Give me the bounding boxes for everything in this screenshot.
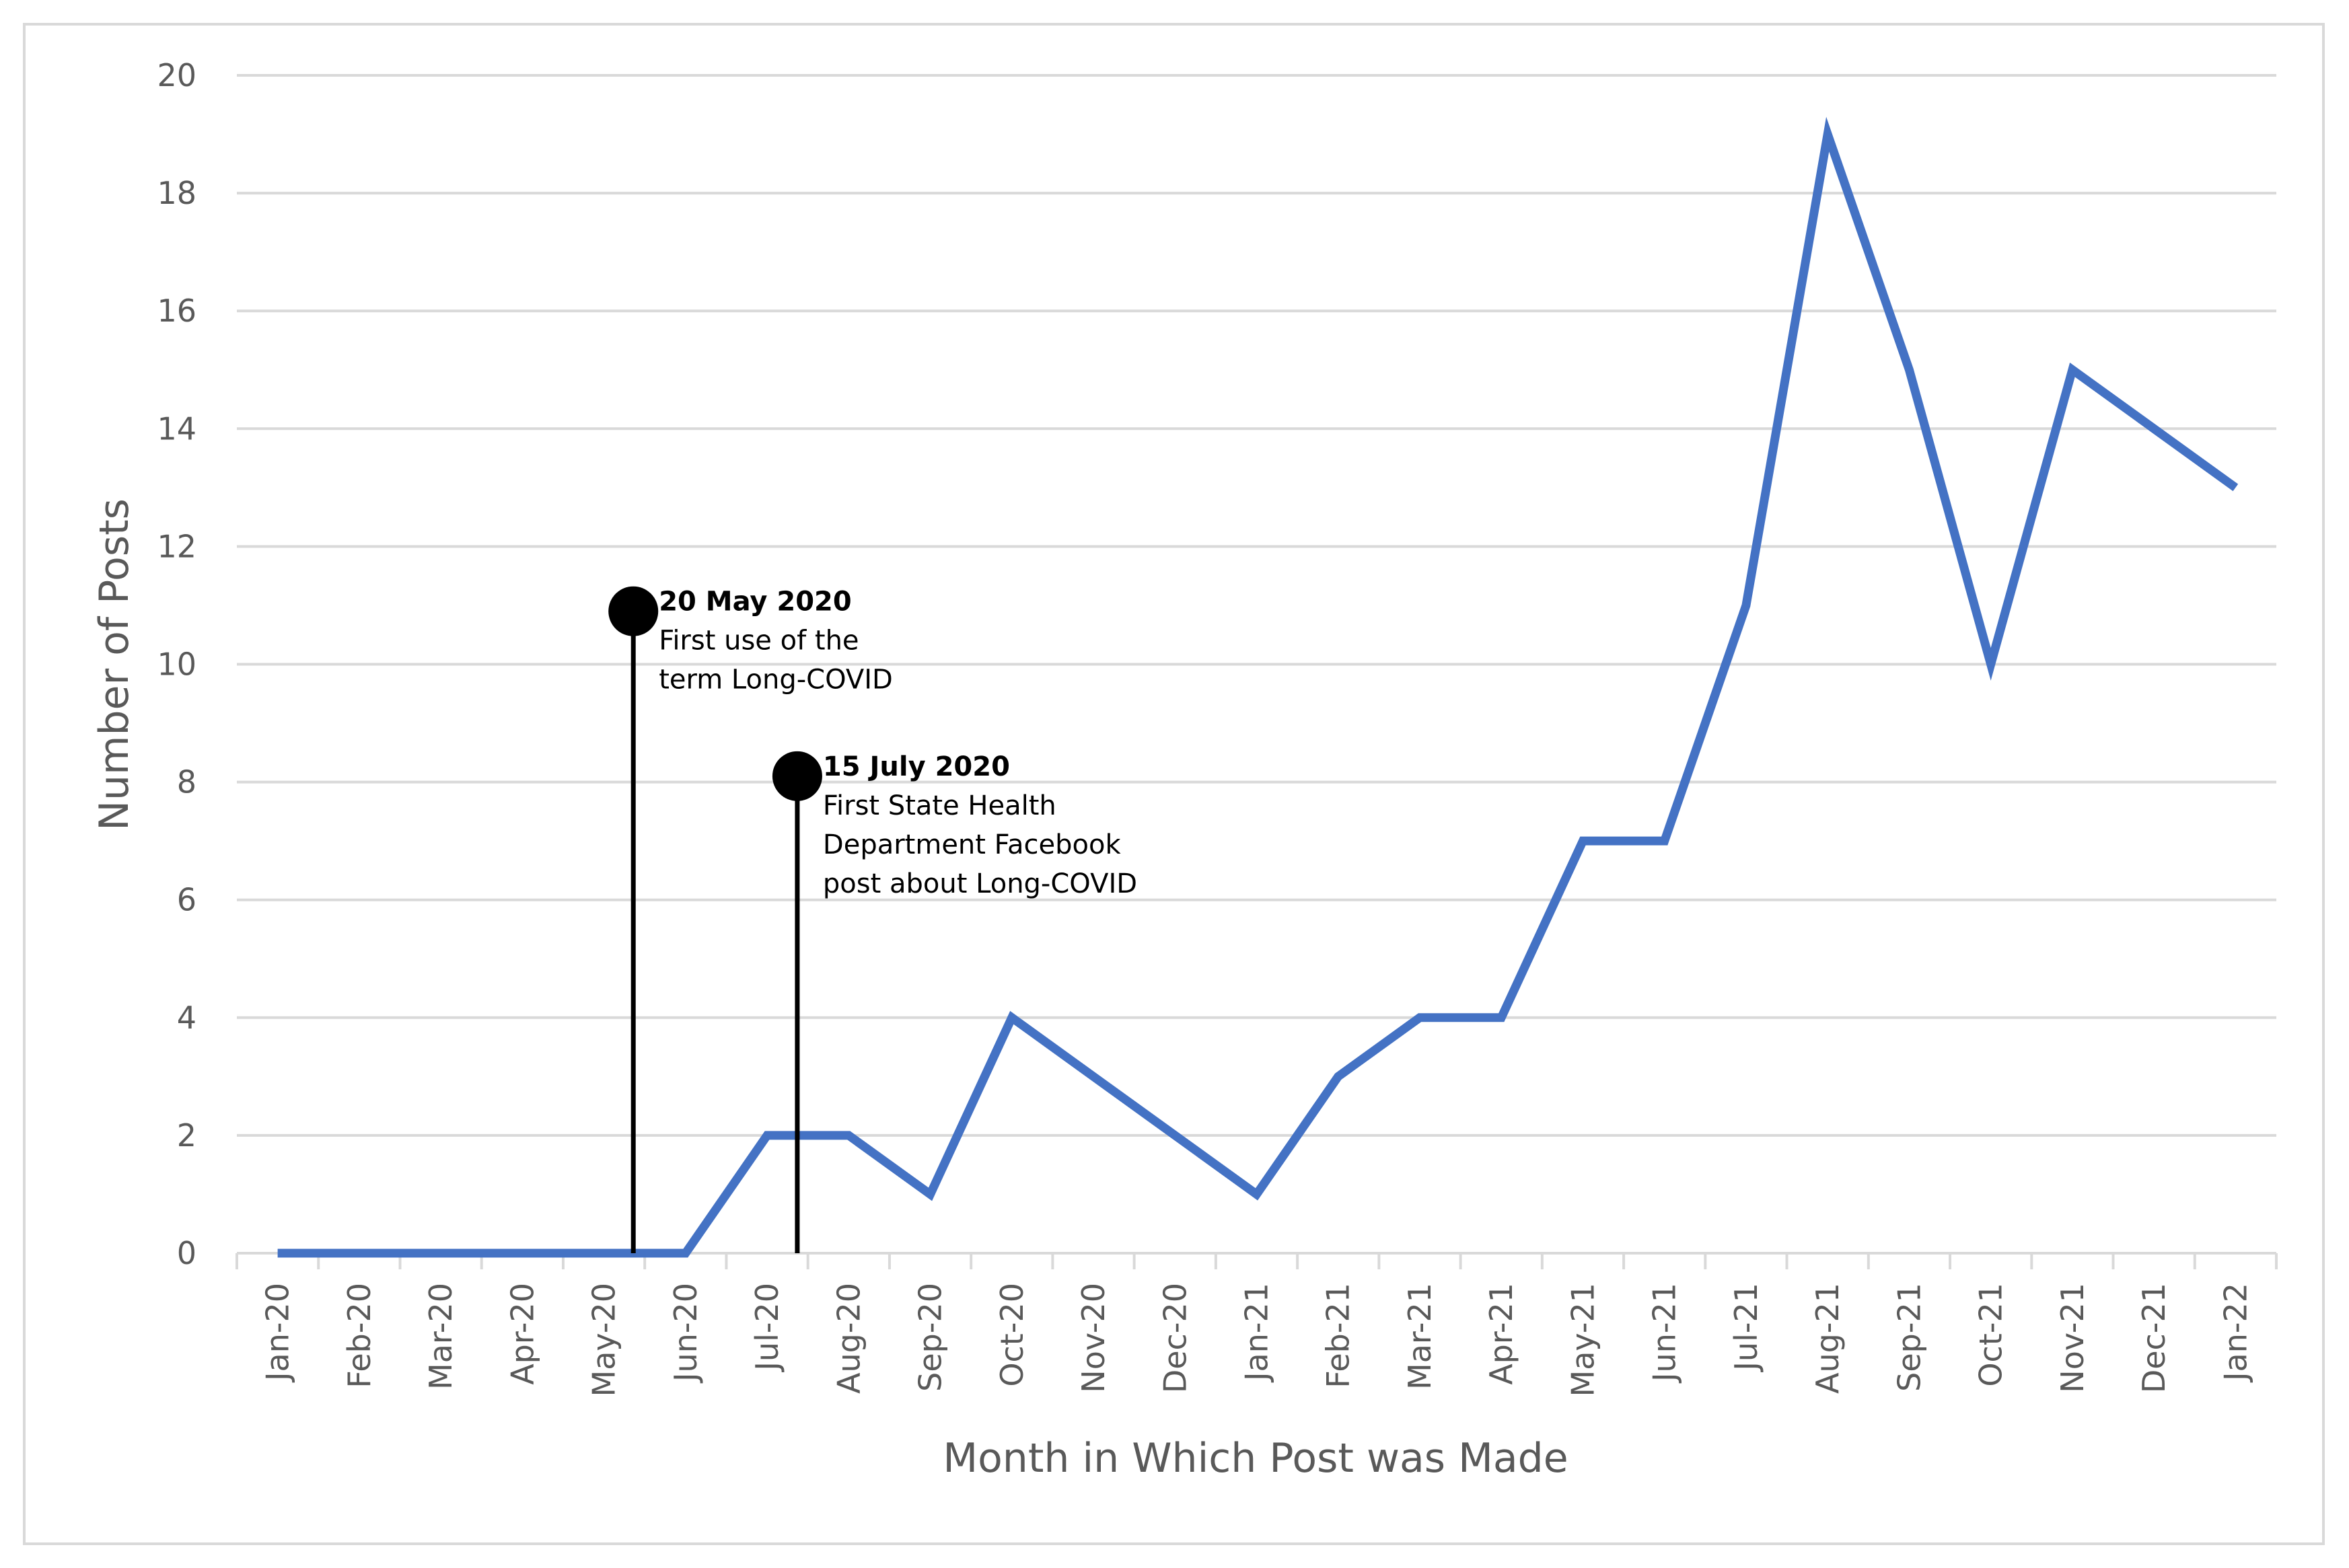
x-tick-label: Jan-22 [2217,1283,2253,1383]
y-tick-label: 0 [177,1235,196,1271]
data-point [1338,1076,1339,1077]
chart-frame [23,23,2325,1545]
x-tick-label: Jan-20 [260,1283,296,1383]
x-tick-label: Aug-21 [1809,1283,1846,1394]
x-tick-label: Jun-20 [667,1283,704,1384]
x-axis-tick-labels: Jan-20 Feb-20 Mar-20 Apr-20 May-20 Jun-20 Jul-… [260,1283,2254,1396]
y-tick-label: 12 [157,528,196,564]
annotation-date: 20 May 2020 [659,587,851,618]
y-tick-label: 18 [157,175,196,211]
x-tick-label: Apr-20 [504,1283,540,1385]
x-tick-label: Sep-21 [1891,1283,1927,1392]
x-tick-label: Sep-20 [912,1283,949,1392]
annotations: 20 May 2020 First use of the term Long-COV… [608,586,1137,1253]
data-point [1908,369,1910,371]
y-tick-label: 14 [157,410,196,447]
y-tick-label: 10 [157,646,196,683]
data-point [1745,605,1747,606]
data-point [1174,1135,1176,1136]
annotation-text: First State Health [823,790,1056,821]
data-point [1256,1193,1258,1195]
x-tick-label: Apr-21 [1483,1283,1519,1385]
y-tick-label: 16 [157,293,196,329]
data-point [766,1135,768,1136]
data-point [521,1253,523,1254]
data-point [359,1253,360,1254]
data-point [1419,1017,1420,1018]
data-point [1501,1017,1502,1018]
x-tick-label: Nov-21 [2054,1283,2091,1393]
annotation-dot [772,751,822,801]
x-tick-label: Dec-20 [1157,1283,1193,1393]
annotation-date: 15 July 2020 [823,751,1010,782]
x-tick-label: Oct-20 [994,1283,1030,1387]
x-tick-label: Jun-21 [1647,1283,1683,1384]
annotation-marker: 15 July 2020 First State Health Department… [772,751,1137,1253]
annotation-text: Department Facebook [823,829,1122,860]
x-tick-label: Mar-20 [423,1283,459,1390]
data-point [440,1253,441,1254]
data-point [604,1253,605,1254]
y-tick-label: 20 [157,57,196,94]
annotation-text: term Long-COVID [659,665,893,696]
annotation-marker: 20 May 2020 First use of the term Long-COV… [608,586,893,1253]
x-tick-label: Jan-21 [1239,1283,1275,1383]
y-tick-label: 8 [177,764,196,800]
data-point [1827,134,1828,135]
x-axis-title: Month in Which Post was Made [943,1435,1568,1482]
data-point [2072,369,2073,371]
x-tick-label: Oct-21 [1973,1283,2009,1387]
y-tick-label: 2 [177,1117,196,1154]
data-point [930,1193,931,1195]
data-point [848,1135,849,1136]
y-axis-tick-labels: 0 2 4 6 8 10 12 14 16 18 20 [157,57,196,1271]
data-point [1990,664,1992,665]
x-tick-label: May-21 [1564,1283,1601,1396]
x-tick-label: Aug-20 [830,1283,867,1394]
x-tick-label: Jul-21 [1728,1283,1764,1373]
annotation-text: post about Long-COVID [823,868,1137,899]
data-point [1664,840,1665,842]
data-point [2235,487,2236,488]
data-point [1582,840,1583,842]
y-axis-title: Number of Posts [91,498,138,831]
series-layer [277,116,2239,1258]
x-tick-label: Feb-20 [341,1283,377,1388]
data-point [2153,428,2155,429]
x-tick-label: Dec-21 [2136,1283,2172,1393]
annotation-text: First use of the [659,626,859,657]
x-tick-label: Jul-20 [749,1283,785,1373]
x-tick-label: Nov-20 [1075,1283,1112,1393]
x-tick-label: May-20 [586,1283,622,1396]
y-tick-label: 6 [177,882,196,918]
data-point [277,1253,279,1254]
x-tick-label: Mar-21 [1402,1283,1438,1390]
series-line [277,116,2239,1258]
x-tick-label: Feb-21 [1320,1283,1357,1388]
data-point [1011,1017,1013,1018]
data-point [685,1253,686,1254]
gridlines [237,74,2276,1137]
annotation-dot [608,586,659,636]
y-tick-label: 4 [177,1000,196,1036]
data-point [1093,1076,1094,1077]
